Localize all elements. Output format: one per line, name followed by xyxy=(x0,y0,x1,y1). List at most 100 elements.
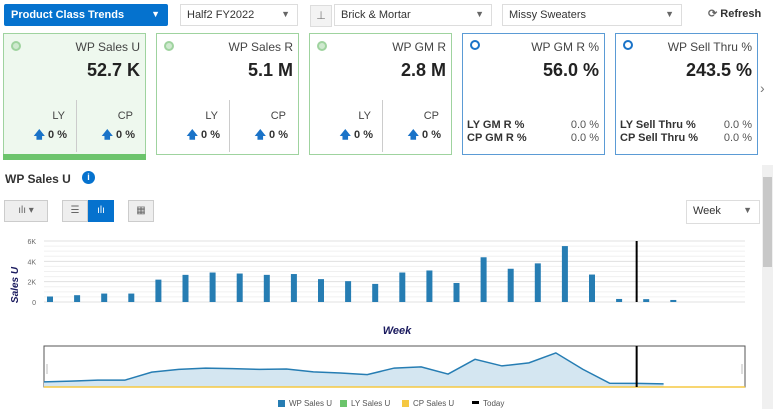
bar[interactable] xyxy=(345,281,352,302)
bar[interactable] xyxy=(561,246,568,302)
bar[interactable] xyxy=(480,257,487,302)
ly-label: LY Sell Thru % xyxy=(620,119,696,131)
x-axis-label: Week xyxy=(383,325,412,337)
status-icon xyxy=(317,41,327,51)
y-tick-label: 4K xyxy=(27,259,36,266)
period-select[interactable]: Half2 FY2022 ▼ xyxy=(180,4,298,26)
y-axis-label: Sales U xyxy=(10,266,21,303)
chevron-down-icon: ▼ xyxy=(281,9,290,19)
divider xyxy=(382,100,383,152)
cp-label: CP Sell Thru % xyxy=(620,132,699,144)
kpi-card-wp-gm-r[interactable]: WP GM R 2.8 M LY 🡅 0 % CP 🡅 0 % xyxy=(309,33,452,155)
bar[interactable] xyxy=(101,293,108,302)
y-tick-label: 0 xyxy=(32,300,36,307)
view-select[interactable]: Product Class Trends ▼ xyxy=(4,4,168,26)
status-icon xyxy=(623,40,633,50)
chart-type-menu[interactable]: ılı ▾ xyxy=(4,200,48,222)
channel-select[interactable]: Brick & Mortar ▼ xyxy=(334,4,492,26)
card-value: 5.1 M xyxy=(247,60,293,80)
ly-label: LY xyxy=(358,110,371,122)
cp-label: CP GM R % xyxy=(467,132,527,144)
hierarchy-icon[interactable]: ⊥ xyxy=(310,5,332,27)
legend-cp-sales-u[interactable]: CP Sales U xyxy=(402,399,454,408)
bar[interactable] xyxy=(209,272,216,302)
ly-label: LY GM R % xyxy=(467,119,525,131)
cp-change: 🡅 0 % xyxy=(101,129,135,141)
cp-change: 🡅 0 % xyxy=(254,129,288,141)
ly-value: 0.0 % xyxy=(570,119,599,131)
bar[interactable] xyxy=(290,274,297,302)
arrow-up-icon: 🡅 xyxy=(186,129,198,141)
bar[interactable] xyxy=(589,274,595,302)
overview-line xyxy=(43,352,664,385)
chevron-right-icon[interactable]: › xyxy=(760,80,765,96)
chart-options-button[interactable]: ▦ xyxy=(128,200,154,222)
card-title: WP Sell Thru % xyxy=(667,40,752,54)
bar[interactable] xyxy=(155,279,162,302)
ly-change: 🡅 0 % xyxy=(339,129,373,141)
ly-label: LY xyxy=(205,110,218,122)
arrow-up-icon: 🡅 xyxy=(407,129,419,141)
kpi-card-wp-gm-r-pct[interactable]: WP GM R % 56.0 % LY GM R % 0.0 % CP GM R… xyxy=(462,33,605,155)
bar[interactable] xyxy=(453,282,460,302)
arrow-up-icon: 🡅 xyxy=(339,129,351,141)
cp-value: 0.0 % xyxy=(723,132,752,144)
kpi-card-wp-sell-thru[interactable]: WP Sell Thru % 243.5 % LY Sell Thru % 0.… xyxy=(615,33,758,155)
arrow-up-icon: 🡅 xyxy=(254,129,266,141)
horizontal-bar-button[interactable]: ☰ xyxy=(62,200,88,222)
bar-chart: 0 2K 4K 6K Sales U Week xyxy=(10,239,746,388)
bar[interactable] xyxy=(643,299,650,302)
scrollbar-thumb[interactable] xyxy=(763,177,772,267)
kpi-card-wp-sales-r[interactable]: WP Sales R 5.1 M LY 🡅 0 % CP 🡅 0 % xyxy=(156,33,299,155)
bar[interactable] xyxy=(128,293,135,302)
card-title: WP GM R xyxy=(392,40,446,54)
arrow-up-icon: 🡅 xyxy=(33,129,45,141)
info-icon[interactable]: i xyxy=(82,171,95,184)
ly-value: 0.0 % xyxy=(723,119,752,131)
granularity-select[interactable]: Week ▼ xyxy=(686,200,760,224)
bar[interactable] xyxy=(399,272,406,302)
bar[interactable] xyxy=(616,298,623,302)
bar[interactable] xyxy=(318,279,324,302)
arrow-up-icon: 🡅 xyxy=(101,129,113,141)
bar[interactable] xyxy=(426,270,433,302)
kpi-card-wp-sales-u[interactable]: WP Sales U 52.7 K LY 🡅 0 % CP 🡅 0 % xyxy=(3,33,146,160)
legend-ly-sales-u[interactable]: LY Sales U xyxy=(340,399,390,408)
divider xyxy=(76,100,77,152)
product-select[interactable]: Missy Sweaters ▼ xyxy=(502,4,682,26)
bar[interactable] xyxy=(182,274,189,302)
chart-title: WP Sales U xyxy=(5,172,71,186)
bar[interactable] xyxy=(236,273,243,302)
bar[interactable] xyxy=(670,299,677,302)
ly-change: 🡅 0 % xyxy=(33,129,67,141)
cp-label: CP xyxy=(423,110,439,122)
legend-today[interactable]: Today xyxy=(472,399,504,408)
bar[interactable] xyxy=(47,296,53,302)
selected-indicator xyxy=(3,154,146,160)
bar[interactable] xyxy=(263,274,270,302)
bar[interactable] xyxy=(534,263,541,302)
chevron-down-icon: ▼ xyxy=(743,205,752,215)
divider xyxy=(229,100,230,152)
card-value: 2.8 M xyxy=(400,60,446,80)
overview-area xyxy=(44,352,664,387)
refresh-icon: ⟳ xyxy=(708,8,718,20)
card-title: WP Sales U xyxy=(75,40,140,54)
chevron-down-icon: ▼ xyxy=(475,9,484,19)
vertical-bar-button[interactable]: ılı xyxy=(88,200,114,222)
y-tick-label: 6K xyxy=(27,239,36,246)
status-icon xyxy=(11,41,21,51)
legend-wp-sales-u[interactable]: WP Sales U xyxy=(278,399,332,408)
card-value: 243.5 % xyxy=(685,60,752,80)
bar[interactable] xyxy=(74,295,81,302)
cp-label: CP xyxy=(270,110,286,122)
bar[interactable] xyxy=(507,268,514,302)
cp-value: 0.0 % xyxy=(570,132,599,144)
card-title: WP Sales R xyxy=(228,40,293,54)
ly-change: 🡅 0 % xyxy=(186,129,220,141)
status-icon xyxy=(470,40,480,50)
card-value: 52.7 K xyxy=(86,60,140,80)
vertical-scrollbar[interactable] xyxy=(762,165,773,409)
bar[interactable] xyxy=(372,283,379,302)
refresh-button[interactable]: ⟳ Refresh xyxy=(708,8,762,20)
